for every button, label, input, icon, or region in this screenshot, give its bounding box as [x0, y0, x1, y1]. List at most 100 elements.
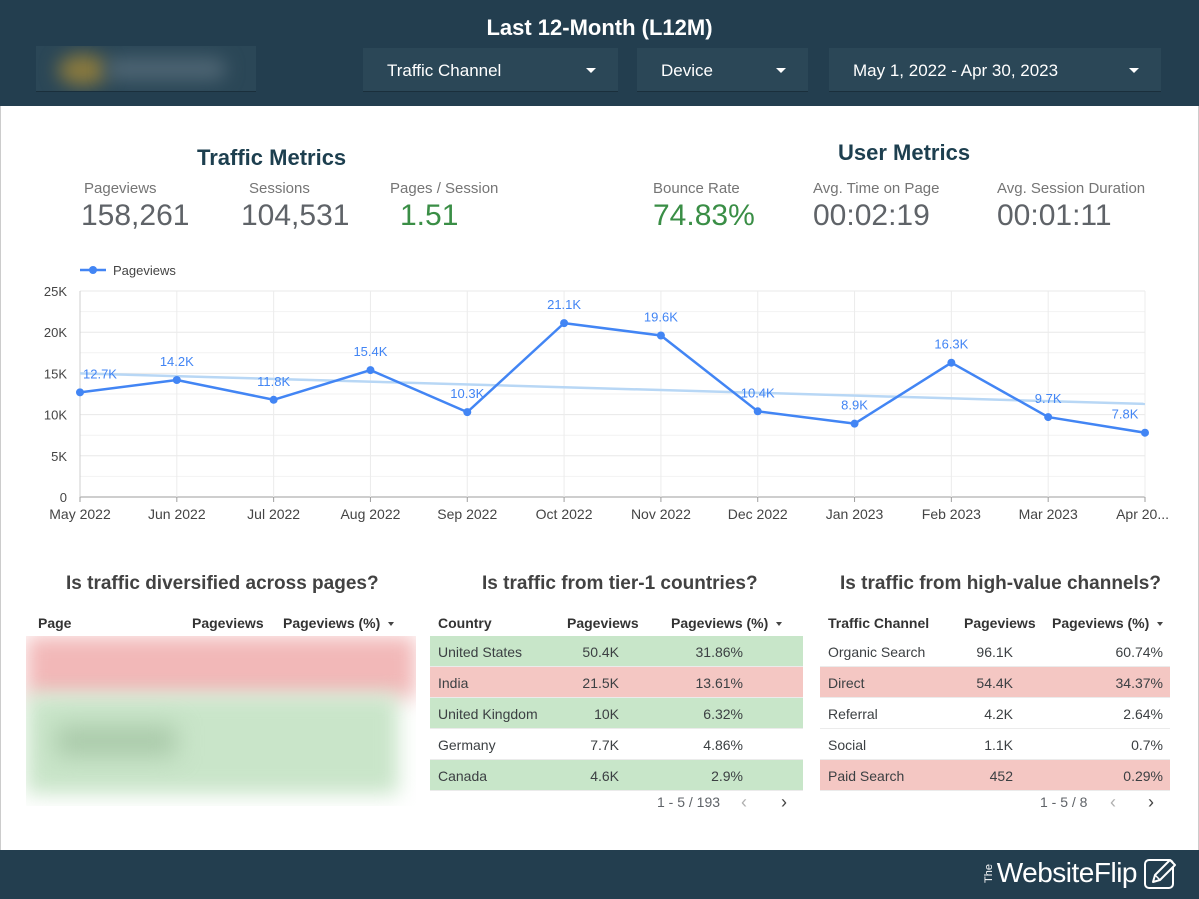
scorecard-label: Sessions — [249, 180, 310, 197]
scorecard-label: Bounce Rate — [653, 180, 740, 197]
caret-down-icon — [586, 68, 596, 73]
cell-name: Organic Search — [828, 644, 926, 660]
data-label: 8.9K — [841, 398, 868, 413]
dashboard-footer: The WebsiteFlip — [0, 850, 1199, 899]
x-tick-label: Jul 2022 — [247, 506, 300, 522]
data-point — [269, 395, 278, 404]
table-row[interactable]: United States 50.4K 31.86% — [430, 636, 803, 667]
data-point — [947, 358, 956, 367]
next-page-icon[interactable]: › — [781, 792, 787, 812]
table-row[interactable]: Canada 4.6K 2.9% — [430, 760, 803, 791]
cell-name: Direct — [828, 675, 865, 691]
device-filter[interactable]: Device — [637, 48, 808, 92]
table-header: Page Pageviews Pageviews (%) — [26, 612, 416, 636]
caret-down-icon — [776, 68, 786, 73]
brand-prefix: The — [982, 863, 995, 883]
pen-in-box-icon — [1144, 859, 1176, 889]
cell-pageviews: 10K — [594, 706, 619, 722]
x-tick-label: Dec 2022 — [728, 506, 788, 522]
data-label: 10.4K — [741, 385, 775, 400]
legend-label: Pageviews — [113, 263, 176, 278]
table-header: Traffic Channel Pageviews Pageviews (%) — [820, 612, 1170, 636]
pageviews-line-chart: 0 5K 10K 15K 20K 25K May 2022 Jun 2022 Jul 2022 A… — [44, 263, 1169, 522]
y-tick-label: 10K — [44, 408, 67, 423]
scorecard-value: 00:01:11 — [997, 199, 1112, 232]
table-row[interactable]: Direct 54.4K 34.37% — [820, 667, 1170, 698]
scorecard-label: Avg. Session Duration — [997, 180, 1146, 197]
data-point — [753, 407, 762, 416]
cell-name: India — [438, 675, 469, 691]
column-header-pageviews-pct[interactable]: Pageviews (%) — [671, 615, 783, 631]
cell-pageviews: 96.1K — [976, 644, 1013, 660]
trend-line — [79, 372, 1146, 406]
channels-pagination: 1 - 5 / 8 ‹ › — [1040, 792, 1170, 812]
logo-blur-shape — [58, 54, 108, 86]
channels-table-title: Is traffic from high-value channels? — [840, 573, 1161, 594]
blurred-pages-table-body — [26, 636, 416, 806]
pagination-range: 1 - 5 / 8 — [1040, 794, 1088, 810]
data-label: 10.3K — [450, 386, 484, 401]
blurred-row-text — [56, 726, 176, 756]
scorecard-value: 158,261 — [81, 199, 190, 232]
legend-marker — [89, 266, 97, 274]
column-header-page[interactable]: Page — [38, 615, 72, 631]
cell-pageviews-pct: 2.64% — [1123, 706, 1163, 722]
previous-page-icon[interactable]: ‹ — [741, 792, 747, 812]
column-header-pageviews[interactable]: Pageviews — [567, 615, 639, 631]
sessions-scorecard: Sessions 104,531 — [241, 180, 349, 233]
page-title: Last 12-Month (L12M) — [486, 15, 713, 40]
table-row[interactable]: Germany 7.7K 4.86% — [430, 729, 803, 760]
previous-page-icon[interactable]: ‹ — [1110, 792, 1116, 812]
countries-table: Country Pageviews Pageviews (%) United S… — [430, 612, 803, 791]
x-tick-label: Sep 2022 — [437, 506, 497, 522]
logo-blur-shape — [106, 58, 226, 80]
column-header-country[interactable]: Country — [438, 615, 492, 631]
date-range-picker[interactable]: May 1, 2022 - Apr 30, 2023 — [829, 48, 1161, 92]
x-tick-label: Oct 2022 — [536, 506, 593, 522]
device-filter-label: Device — [661, 61, 713, 80]
cell-pageviews: 4.6K — [590, 768, 619, 784]
column-header-pageviews[interactable]: Pageviews — [192, 615, 264, 631]
y-tick-label: 20K — [44, 325, 67, 340]
column-header-pageviews-pct[interactable]: Pageviews (%) — [283, 615, 395, 631]
x-tick-label: Mar 2023 — [1019, 506, 1078, 522]
next-page-icon[interactable]: › — [1148, 792, 1154, 812]
data-point — [366, 366, 375, 375]
y-tick-label: 25K — [44, 284, 67, 299]
cell-pageviews-pct: 60.74% — [1115, 644, 1163, 660]
date-range-label: May 1, 2022 - Apr 30, 2023 — [853, 61, 1059, 80]
column-header-traffic-channel[interactable]: Traffic Channel — [828, 615, 930, 631]
cell-pageviews-pct: 31.86% — [695, 644, 743, 660]
y-tick-label: 5K — [51, 449, 67, 464]
cell-pageviews-pct: 2.9% — [711, 768, 743, 784]
blurred-site-logo — [36, 46, 256, 92]
cell-name: Germany — [438, 737, 496, 753]
cell-pageviews-pct: 0.7% — [1131, 737, 1163, 753]
data-label: 11.8K — [257, 374, 290, 389]
table-row[interactable]: Social 1.1K 0.7% — [820, 729, 1170, 760]
data-label: 15.4K — [353, 344, 387, 359]
table-body: Organic Search 96.1K 60.74% Direct 54.4K 34.3… — [820, 636, 1170, 791]
table-row[interactable]: India 21.5K 13.61% — [430, 667, 803, 698]
column-header-pageviews-pct[interactable]: Pageviews (%) — [1052, 615, 1164, 631]
data-point — [76, 388, 84, 397]
table-row[interactable]: United Kingdom 10K 6.32% — [430, 698, 803, 729]
pagination-range: 1 - 5 / 193 — [657, 794, 721, 810]
scorecard-label: Pages / Session — [390, 180, 499, 197]
column-header-pageviews-pct-label: Pageviews (%) — [283, 615, 381, 631]
column-header-pageviews[interactable]: Pageviews — [964, 615, 1036, 631]
pages-per-session-scorecard: Pages / Session 1.51 — [390, 180, 498, 233]
table-row[interactable]: Referral 4.2K 2.64% — [820, 698, 1170, 729]
traffic-channel-filter[interactable]: Traffic Channel — [363, 48, 618, 92]
traffic-metrics-title: Traffic Metrics — [197, 145, 347, 170]
table-row[interactable]: Paid Search 452 0.29% — [820, 760, 1170, 791]
table-row[interactable]: Organic Search 96.1K 60.74% — [820, 636, 1170, 667]
data-label: 14.2K — [160, 354, 194, 369]
cell-name: Social — [828, 737, 867, 753]
cell-name: Paid Search — [828, 768, 905, 784]
brand-logo: The WebsiteFlip — [983, 856, 1177, 890]
data-label: 12.7K — [83, 366, 117, 381]
column-header-pageviews-pct-label: Pageviews (%) — [1052, 615, 1150, 631]
user-metrics-title: User Metrics — [838, 140, 971, 165]
data-label: 21.1K — [547, 297, 581, 312]
